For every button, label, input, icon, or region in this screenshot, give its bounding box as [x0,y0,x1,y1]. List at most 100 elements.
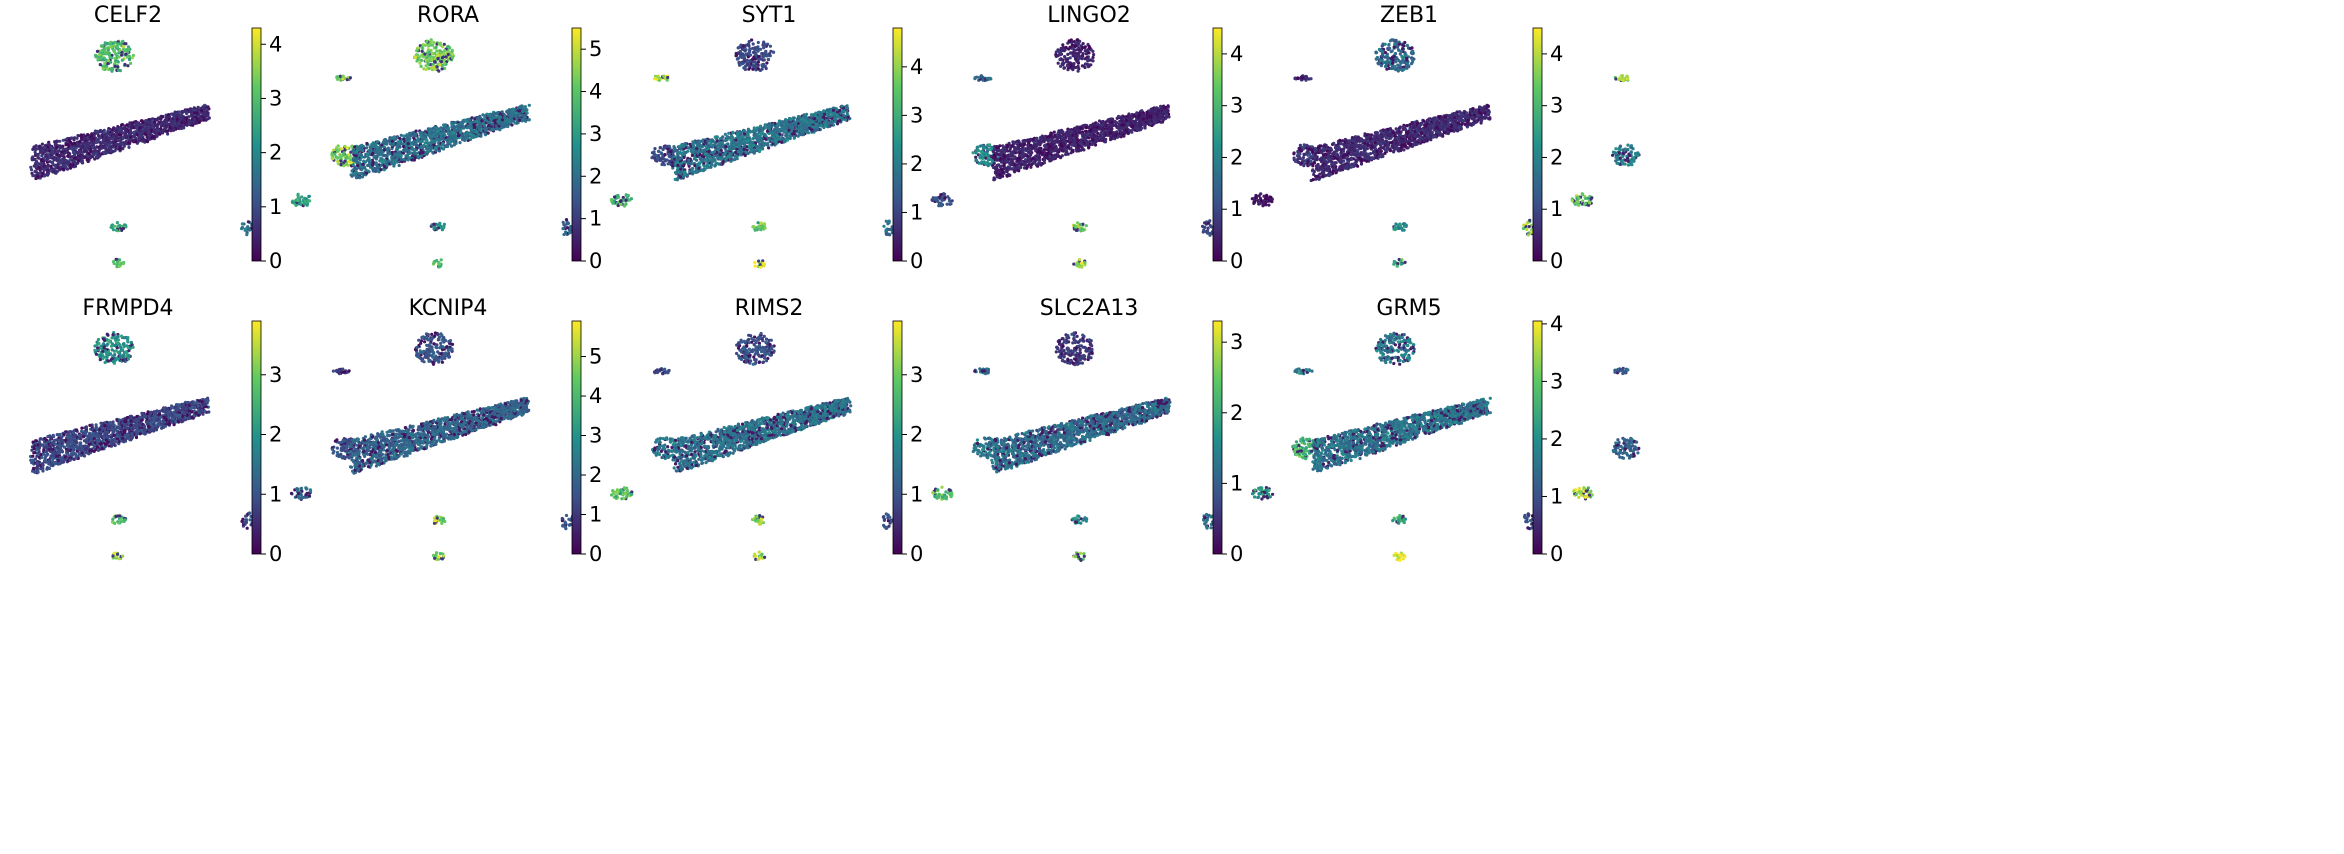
scatter-point [183,108,187,112]
scatter-point [508,113,512,117]
scatter-point [50,155,55,159]
scatter-point [746,127,750,131]
scatter-point [167,123,171,127]
scatter-point [175,117,179,121]
scatter-point [78,156,82,160]
scatter-point [616,193,620,198]
scatter-point [169,112,174,116]
scatter-point [746,131,750,135]
scatter-point [440,228,444,232]
colorbar-tick-label: 0 [589,249,602,273]
scatter-point [752,126,756,130]
scatter-point [564,218,569,222]
scatter-point [123,124,127,128]
scatter-point [475,116,479,120]
scatter-point [383,165,387,169]
panel-title: SYT1 [742,3,797,28]
scatter-point [109,141,113,145]
scatter-point [74,146,78,150]
scatter-point [798,116,802,120]
scatter-point [441,56,445,60]
scatter-point [432,65,436,69]
scatter-point [420,45,424,49]
scatter-point [150,135,155,139]
scatter-point [459,130,463,134]
scatter-point [706,163,710,167]
scatter-point [775,124,779,128]
scatter-point [106,46,110,50]
scatter-point [122,144,126,148]
scatter-point [175,114,179,118]
scatter-point [116,130,120,134]
scatter-point [458,141,462,145]
scatter-point [511,107,515,111]
scatter-point [61,144,65,148]
scatter-point [743,141,747,145]
scatter-point [488,112,492,116]
scatter-point [142,138,146,142]
scatter-point [34,159,39,164]
scatter-point [196,114,201,118]
scatter-point [384,161,388,166]
scatter-point [83,136,87,141]
scatter-point [766,143,770,147]
scatter-point [496,127,500,131]
scatter-point [358,172,362,176]
scatter-point [437,69,441,73]
scatter-point [300,195,304,199]
scatter-point [688,170,692,174]
scatter-point [102,137,106,141]
scatter-point [122,44,126,49]
scatter-point [839,111,843,115]
scatter-point [444,55,448,59]
scatter-point [359,144,363,148]
scatter-point [382,140,386,144]
scatter-point [452,125,456,129]
scatter-point [166,132,170,136]
scatter-point [679,151,683,155]
scatter-point [460,133,465,137]
cluster-mid_right [609,193,633,208]
scatter-point [418,151,422,155]
scatter-point [36,175,40,179]
scatter-point [784,122,789,126]
scatter-point [432,225,437,230]
scatter-point [86,133,90,137]
cluster-left_pair [429,221,446,232]
scatter-point [524,108,528,112]
scatter-point [404,154,408,158]
scatter-point [363,165,367,169]
scatter-point [843,118,848,122]
scatter-point [378,152,382,156]
scatter-point [45,149,49,153]
scatter-point [240,222,244,226]
scatter-point [82,149,87,153]
scatter-point [49,164,53,168]
scatter-point [140,134,144,139]
scatter-point [691,144,695,148]
scatter-point [126,64,130,68]
scatter-point [116,45,120,49]
scatter-point [683,173,687,177]
scatter-point [34,147,38,152]
scatter-point [109,45,113,49]
scatter-point [343,144,347,148]
scatter-point [443,49,447,53]
scatter-point [835,113,839,117]
scatter-point [392,161,396,166]
scatter-points [29,39,360,269]
scatter-point [130,121,134,125]
scatter-point [431,55,435,59]
scatter-point [58,139,62,143]
scatter-point [34,144,38,148]
scatter-point [120,123,124,127]
scatter-point [352,148,356,152]
scatter-point [724,157,728,161]
scatter-point [425,138,429,142]
colorbar-tick-label: 4 [589,80,602,104]
scatter-point [420,53,424,57]
scatter-point [40,174,44,178]
scatter-point [363,155,367,159]
cluster-top [413,38,455,73]
scatter-point [435,54,439,58]
